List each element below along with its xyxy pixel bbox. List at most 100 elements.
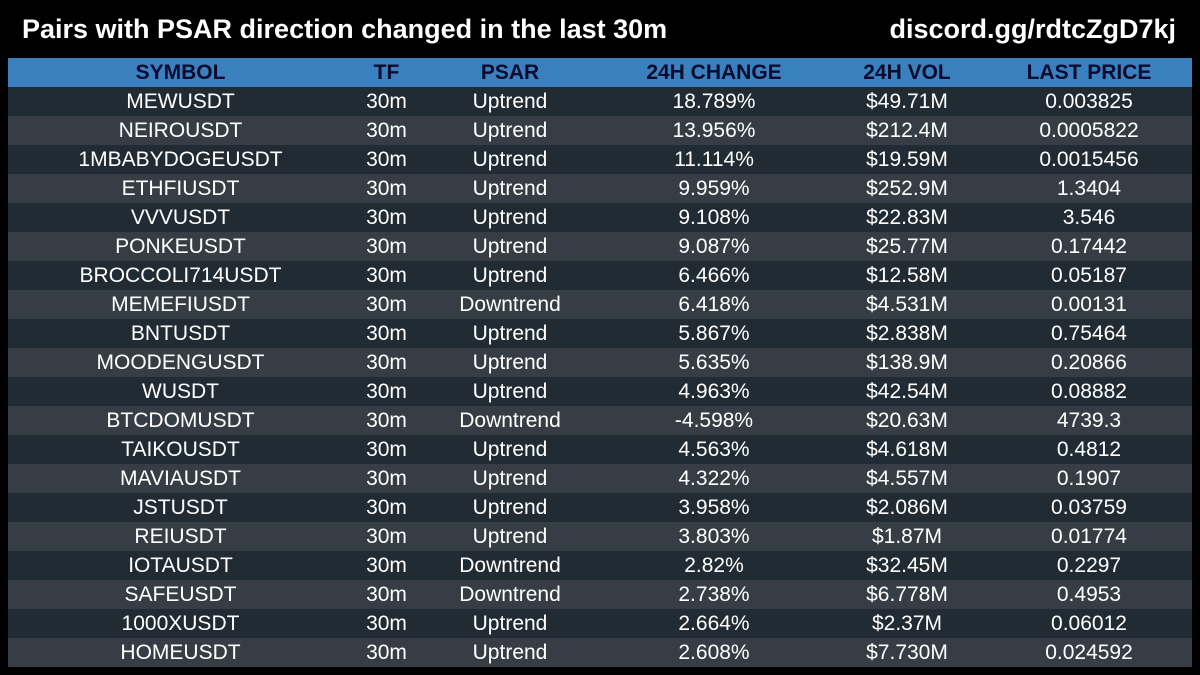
price-cell: 0.003825 [986, 87, 1192, 116]
table-body: MEWUSDT 30m Uptrend 18.789% $49.71M 0.003825 N… [8, 87, 1192, 667]
symbol-cell: TAIKOUSDT [8, 435, 353, 464]
price-cell: 0.2297 [986, 551, 1192, 580]
psar-cell: Uptrend [420, 261, 600, 290]
volume-cell: $2.37M [828, 609, 986, 638]
price-cell: 0.03759 [986, 493, 1192, 522]
column-header-tf[interactable]: TF [353, 58, 420, 87]
symbol-cell: SAFEUSDT [8, 580, 353, 609]
tf-cell: 30m [353, 638, 420, 667]
symbol-cell: MAVIAUSDT [8, 464, 353, 493]
tf-cell: 30m [353, 87, 420, 116]
table-row[interactable]: VVVUSDT 30m Uptrend 9.108% $22.83M 3.546 [8, 203, 1192, 232]
table-row[interactable]: MEMEFIUSDT 30m Downtrend 6.418% $4.531M 0.001… [8, 290, 1192, 319]
volume-cell: $49.71M [828, 87, 986, 116]
column-header-psar[interactable]: PSAR [420, 58, 600, 87]
psar-cell: Downtrend [420, 406, 600, 435]
table-row[interactable]: SAFEUSDT 30m Downtrend 2.738% $6.778M 0.4953 [8, 580, 1192, 609]
volume-cell: $12.58M [828, 261, 986, 290]
column-header-24h-vol[interactable]: 24H VOL [828, 58, 986, 87]
volume-cell: $4.557M [828, 464, 986, 493]
tf-cell: 30m [353, 406, 420, 435]
header-row: SYMBOL TF PSAR 24H CHANGE 24H VOL LAST P… [8, 58, 1192, 87]
price-cell: 0.0005822 [986, 116, 1192, 145]
table-row[interactable]: ETHFIUSDT 30m Uptrend 9.959% $252.9M 1.3404 [8, 174, 1192, 203]
symbol-cell: HOMEUSDT [8, 638, 353, 667]
change-cell: 2.608% [600, 638, 828, 667]
volume-cell: $212.4M [828, 116, 986, 145]
price-cell: 0.01774 [986, 522, 1192, 551]
change-cell: -4.598% [600, 406, 828, 435]
psar-cell: Uptrend [420, 145, 600, 174]
discord-invite-link[interactable]: discord.gg/rdtcZgD7kj [889, 14, 1176, 44]
symbol-cell: PONKEUSDT [8, 232, 353, 261]
table-row[interactable]: MOODENGUSDT 30m Uptrend 5.635% $138.9M 0.2086… [8, 348, 1192, 377]
tf-cell: 30m [353, 464, 420, 493]
psar-cell: Uptrend [420, 319, 600, 348]
psar-cell: Uptrend [420, 348, 600, 377]
psar-cell: Uptrend [420, 116, 600, 145]
column-header-last-price[interactable]: LAST PRICE [986, 58, 1192, 87]
change-cell: 5.867% [600, 319, 828, 348]
volume-cell: $252.9M [828, 174, 986, 203]
table-row[interactable]: 1000XUSDT 30m Uptrend 2.664% $2.37M 0.06012 [8, 609, 1192, 638]
psar-cell: Uptrend [420, 232, 600, 261]
table-row[interactable]: WUSDT 30m Uptrend 4.963% $42.54M 0.08882 [8, 377, 1192, 406]
change-cell: 6.466% [600, 261, 828, 290]
table-row[interactable]: 1MBABYDOGEUSDT 30m Uptrend 11.114% $19.59M 0.… [8, 145, 1192, 174]
price-cell: 0.75464 [986, 319, 1192, 348]
table-row[interactable]: BROCCOLI714USDT 30m Uptrend 6.466% $12.58M 0.… [8, 261, 1192, 290]
price-cell: 1.3404 [986, 174, 1192, 203]
price-cell: 0.4812 [986, 435, 1192, 464]
change-cell: 13.956% [600, 116, 828, 145]
psar-cell: Downtrend [420, 551, 600, 580]
table-row[interactable]: TAIKOUSDT 30m Uptrend 4.563% $4.618M 0.4812 [8, 435, 1192, 464]
symbol-cell: MEWUSDT [8, 87, 353, 116]
volume-cell: $2.838M [828, 319, 986, 348]
price-cell: 0.1907 [986, 464, 1192, 493]
change-cell: 2.738% [600, 580, 828, 609]
symbol-cell: JSTUSDT [8, 493, 353, 522]
psar-cell: Uptrend [420, 609, 600, 638]
price-cell: 0.08882 [986, 377, 1192, 406]
change-cell: 4.563% [600, 435, 828, 464]
column-header-24h-change[interactable]: 24H CHANGE [600, 58, 828, 87]
symbol-cell: 1MBABYDOGEUSDT [8, 145, 353, 174]
table-row[interactable]: BNTUSDT 30m Uptrend 5.867% $2.838M 0.75464 [8, 319, 1192, 348]
tf-cell: 30m [353, 290, 420, 319]
volume-cell: $1.87M [828, 522, 986, 551]
table-row[interactable]: PONKEUSDT 30m Uptrend 9.087% $25.77M 0.17442 [8, 232, 1192, 261]
symbol-cell: ETHFIUSDT [8, 174, 353, 203]
table-row[interactable]: NEIROUSDT 30m Uptrend 13.956% $212.4M 0.00058… [8, 116, 1192, 145]
table-row[interactable]: MEWUSDT 30m Uptrend 18.789% $49.71M 0.003825 [8, 87, 1192, 116]
price-cell: 0.00131 [986, 290, 1192, 319]
tf-cell: 30m [353, 580, 420, 609]
column-header-symbol[interactable]: SYMBOL [8, 58, 353, 87]
symbol-cell: BROCCOLI714USDT [8, 261, 353, 290]
price-cell: 0.06012 [986, 609, 1192, 638]
psar-cell: Uptrend [420, 435, 600, 464]
change-cell: 2.664% [600, 609, 828, 638]
change-cell: 9.959% [600, 174, 828, 203]
psar-cell: Uptrend [420, 522, 600, 551]
volume-cell: $20.63M [828, 406, 986, 435]
table-row[interactable]: JSTUSDT 30m Uptrend 3.958% $2.086M 0.03759 [8, 493, 1192, 522]
volume-cell: $22.83M [828, 203, 986, 232]
table-row[interactable]: REIUSDT 30m Uptrend 3.803% $1.87M 0.01774 [8, 522, 1192, 551]
table-row[interactable]: MAVIAUSDT 30m Uptrend 4.322% $4.557M 0.1907 [8, 464, 1192, 493]
table-row[interactable]: HOMEUSDT 30m Uptrend 2.608% $7.730M 0.024592 [8, 638, 1192, 667]
tf-cell: 30m [353, 232, 420, 261]
symbol-cell: REIUSDT [8, 522, 353, 551]
symbol-cell: MOODENGUSDT [8, 348, 353, 377]
psar-cell: Uptrend [420, 203, 600, 232]
tf-cell: 30m [353, 319, 420, 348]
table-row[interactable]: IOTAUSDT 30m Downtrend 2.82% $32.45M 0.2297 [8, 551, 1192, 580]
change-cell: 9.108% [600, 203, 828, 232]
volume-cell: $32.45M [828, 551, 986, 580]
table-row[interactable]: BTCDOMUSDT 30m Downtrend -4.598% $20.63M 4739… [8, 406, 1192, 435]
top-banner: Pairs with PSAR direction changed in the… [0, 0, 1200, 58]
volume-cell: $7.730M [828, 638, 986, 667]
psar-cell: Uptrend [420, 464, 600, 493]
symbol-cell: NEIROUSDT [8, 116, 353, 145]
price-cell: 3.546 [986, 203, 1192, 232]
change-cell: 6.418% [600, 290, 828, 319]
